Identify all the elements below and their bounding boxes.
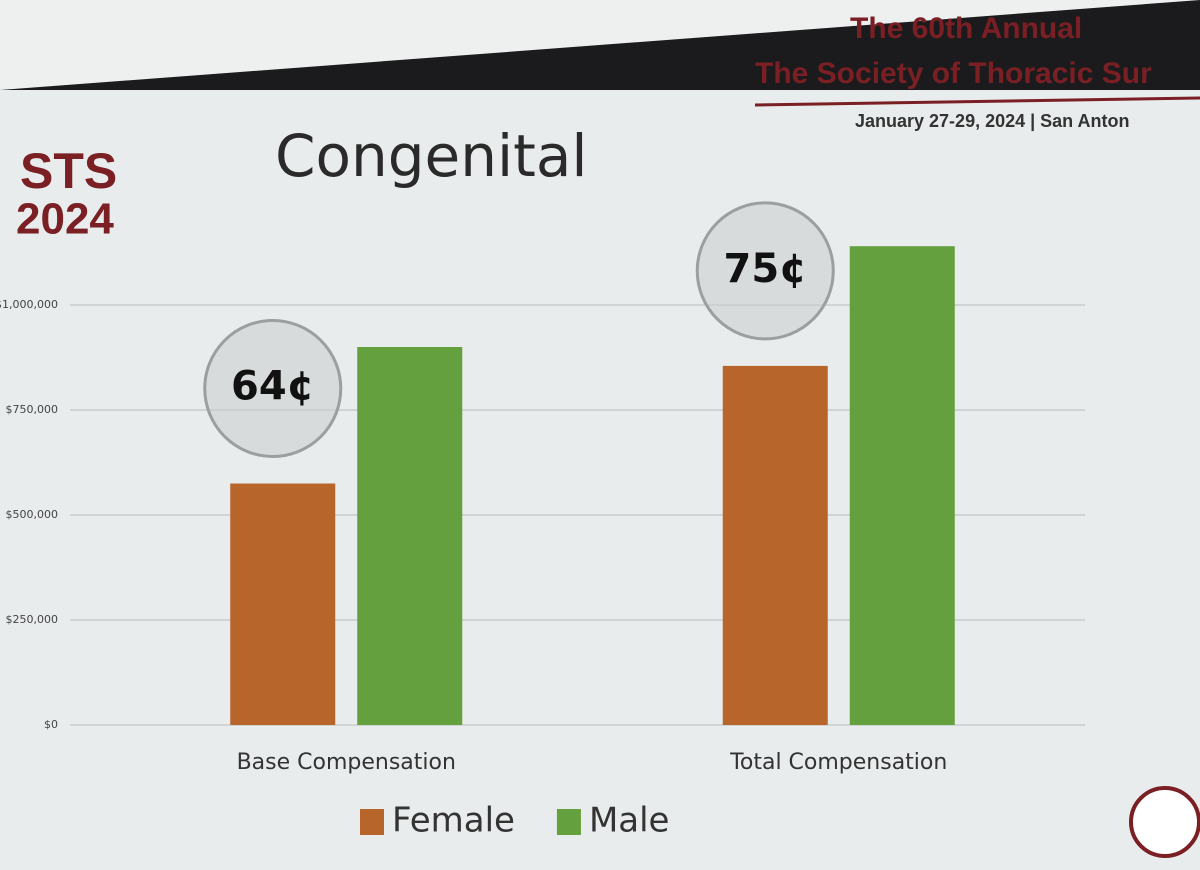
seal (1129, 786, 1200, 858)
y-tick-label: $0 (44, 718, 58, 731)
legend-label: Male (589, 801, 670, 841)
header-line: The Society of Thoracic Sur (755, 57, 1152, 90)
legend-swatch (556, 809, 581, 835)
bar (849, 246, 955, 725)
header-rule (754, 96, 1200, 107)
header-line: The 60th Annual (850, 12, 1082, 45)
x-tick-label: Base Compensation (237, 750, 456, 775)
y-tick-label: $1,000,000 (0, 298, 58, 311)
header-date: January 27-29, 2024 | San Anton (855, 111, 1129, 131)
y-tick-label: $250,000 (6, 613, 59, 626)
logo-year: 2024 (16, 195, 114, 244)
legend-label: Female (392, 801, 515, 841)
bar (357, 347, 463, 725)
y-tick-label: $500,000 (6, 508, 59, 521)
slide-top (0, 0, 1200, 90)
legend-swatch (360, 809, 384, 835)
coin-label: 75¢ (724, 246, 808, 292)
coin (695, 201, 835, 341)
coin (203, 319, 343, 458)
bar (722, 365, 828, 725)
logo-text: STS (20, 143, 117, 199)
chart-title: Congenital (275, 122, 588, 190)
slide-background (0, 90, 1200, 870)
bar (230, 483, 336, 725)
y-tick-label: $750,000 (6, 403, 59, 416)
coin-label: 64¢ (231, 364, 315, 410)
x-tick-label: Total Compensation (729, 750, 947, 775)
